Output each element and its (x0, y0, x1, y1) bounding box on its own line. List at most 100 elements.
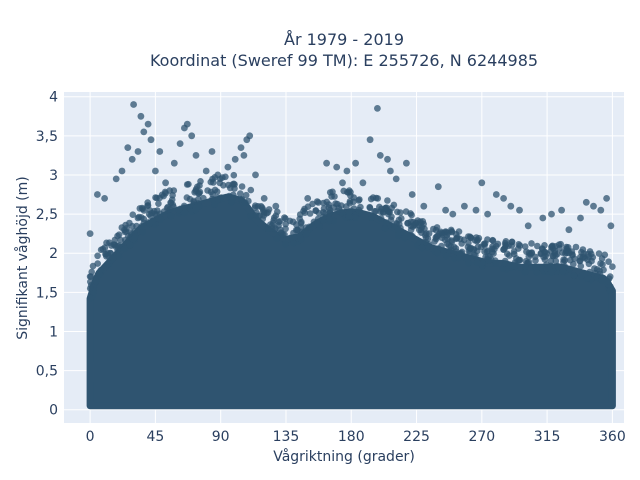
data-point (176, 140, 184, 148)
x-tick-label: 135 (273, 429, 300, 445)
fringe-point (186, 195, 194, 203)
data-point (147, 136, 155, 144)
fringe-point (340, 187, 348, 195)
fringe-point (161, 188, 169, 196)
fringe-point (314, 215, 322, 223)
x-tick-label: 360 (599, 429, 626, 445)
fringe-point (606, 287, 613, 295)
fringe-point (604, 278, 612, 285)
fringe-point (437, 228, 445, 236)
fringe-point (292, 226, 300, 234)
data-point (472, 206, 480, 214)
fringe-point (342, 203, 350, 210)
data-point (352, 159, 359, 167)
fringe-point (508, 238, 516, 246)
fringe-point (598, 276, 605, 284)
fringe-point (397, 224, 404, 232)
data-point (124, 144, 132, 152)
data-point (272, 202, 280, 210)
fringe-point (522, 263, 529, 270)
data-point (304, 195, 312, 202)
fringe-point (87, 278, 94, 286)
fringe-point (580, 250, 588, 257)
fringe-point (138, 223, 145, 230)
fringe-point (521, 243, 529, 250)
fringe-point (121, 236, 129, 244)
fringe-point (378, 205, 385, 213)
data-point (387, 167, 394, 175)
fringe-point (107, 250, 114, 257)
fringe-point (334, 207, 341, 215)
fringe-point (501, 257, 509, 265)
data-point (374, 105, 381, 112)
data-point (94, 191, 101, 198)
y-tick-label: 0,5 (36, 364, 58, 380)
fringe-point (92, 278, 100, 285)
fringe-point (272, 212, 280, 219)
data-point (237, 144, 245, 152)
outlier-points (86, 101, 615, 238)
data-point (376, 152, 384, 159)
data-point (434, 183, 442, 191)
fringe-point (473, 259, 481, 267)
fringe-point (531, 253, 539, 261)
fringe-point (409, 232, 416, 240)
data-point (208, 148, 216, 155)
fringe-point (465, 239, 472, 247)
fringe-point (448, 238, 456, 245)
data-point (548, 210, 555, 218)
y-tick-label: 4 (49, 90, 58, 106)
fringe-point (581, 270, 588, 278)
fringe-point (210, 179, 217, 186)
fringe-point (238, 183, 246, 190)
fringe-point (516, 256, 523, 264)
fringe-point (126, 241, 134, 249)
fringe-point (194, 183, 201, 191)
fringe-point (561, 256, 569, 264)
fringe-point (247, 186, 255, 194)
fringe-point (438, 242, 445, 250)
fringe-point (257, 203, 265, 210)
fringe-point (409, 223, 417, 230)
fringe-point (442, 252, 450, 260)
fringe-point (577, 262, 585, 270)
fringe-point (247, 212, 254, 220)
x-tick-label: 180 (338, 429, 365, 445)
data-point (134, 148, 142, 155)
fringe-point (597, 260, 604, 267)
fringe-point (533, 264, 541, 272)
fringe-point (313, 198, 321, 205)
fringe-point (586, 268, 593, 276)
y-tick-label: 0 (49, 403, 58, 419)
fringe-point (267, 221, 274, 228)
fringe-point (384, 197, 391, 204)
fringe-point (273, 234, 281, 242)
fringe-point (129, 211, 137, 218)
fringe-point (433, 233, 441, 240)
data-point (403, 159, 410, 167)
data-point (408, 191, 416, 198)
data-point (442, 206, 449, 214)
data-point (343, 167, 351, 175)
data-point (240, 152, 248, 159)
fringe-point (528, 240, 535, 247)
x-tick-label: 0 (86, 429, 95, 445)
fringe-point (209, 195, 216, 203)
x-tick-label: 45 (146, 429, 164, 445)
fringe-point (314, 221, 322, 228)
y-tick-label: 1,5 (36, 285, 58, 301)
fringe-point (326, 189, 334, 196)
fringe-point (515, 241, 522, 248)
fringe-point (89, 262, 97, 270)
data-point (607, 222, 615, 230)
fringe-point (345, 213, 353, 220)
fringe-point (193, 204, 200, 211)
fringe-point (272, 225, 279, 232)
y-axis-ticks: 0 0,5 1 1,5 2 2,5 3 3,5 4 (36, 90, 58, 419)
fringe-point (323, 198, 331, 206)
fringe-point (504, 250, 511, 258)
fringe-point (466, 250, 473, 257)
fringe-point (541, 248, 549, 256)
data-point (603, 195, 610, 202)
fringe-point (377, 215, 385, 222)
